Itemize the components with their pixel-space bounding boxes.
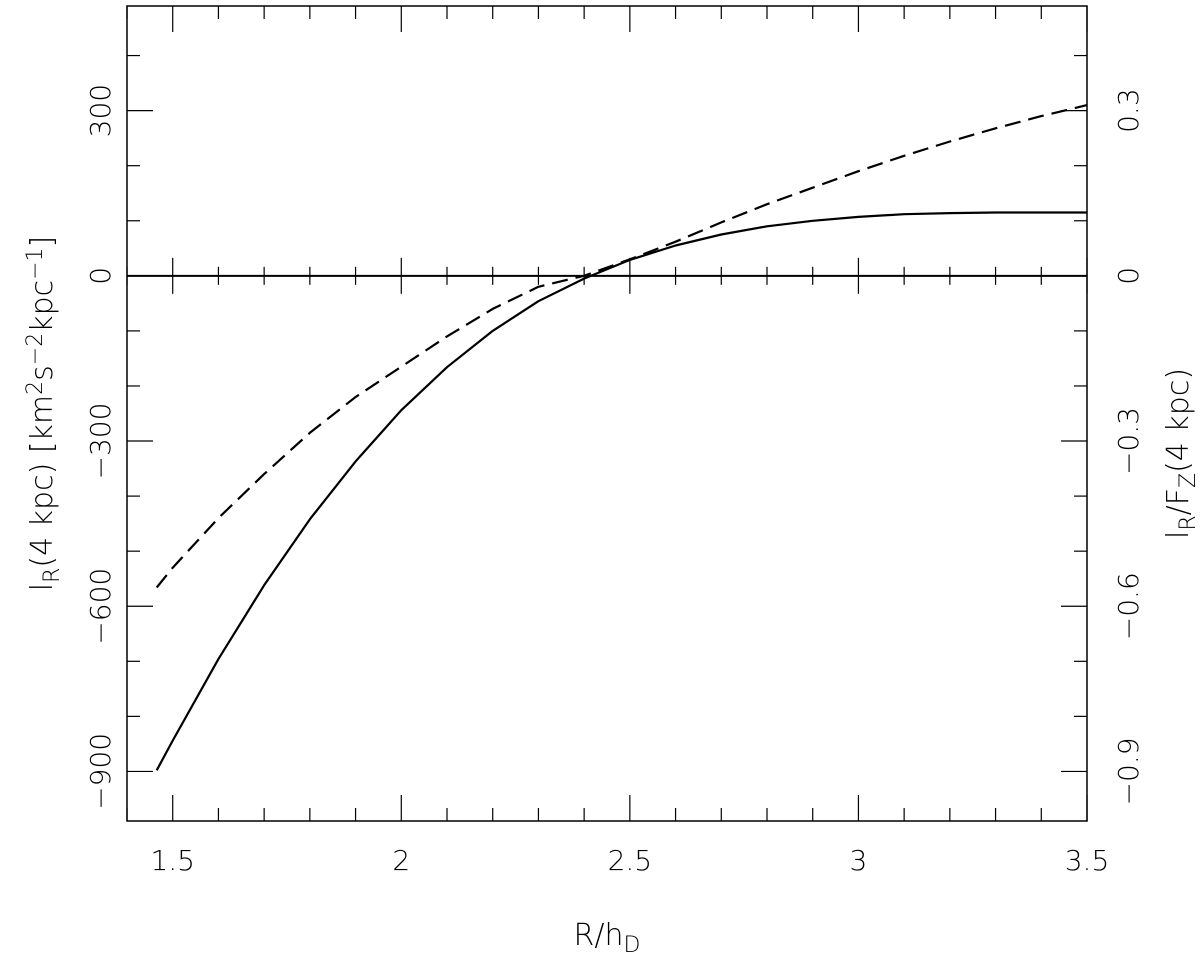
y-right-tick-label: −0.6 [1112, 572, 1145, 640]
series-line-dashed [155, 104, 1088, 589]
tick-labels-layer: 1.5 2 2.5 3 3.5 −900 −600 −300 0 300 −0.9 −0.6 −0.3 0… [84, 84, 1145, 877]
series-line-solid [155, 211, 1087, 771]
y-axis-left-label: lR(4 kpc) [km2s−2kpc−1] [23, 236, 64, 592]
y-right-tick-label: 0 [1112, 267, 1145, 285]
x-axis-label: R/hD [574, 918, 641, 958]
y-left-tick-label: −900 [84, 733, 117, 810]
y-axis-right-label: lR/FZ(4 kpc) [1161, 368, 1200, 539]
y-left-tick-label: −600 [84, 568, 117, 645]
y-left-tick-label: 0 [84, 267, 117, 285]
y-left-tick-label: 300 [84, 84, 117, 137]
y-right-tick-label: 0.3 [1112, 88, 1145, 133]
x-tick-label: 2 [392, 844, 410, 877]
x-tick-label: 3 [850, 844, 868, 877]
series-layer [155, 104, 1088, 771]
x-tick-label: 3.5 [1065, 844, 1110, 877]
y-right-tick-label: −0.3 [1112, 407, 1145, 475]
ticks-layer [126, 6, 1088, 821]
y-left-tick-label: −300 [84, 403, 117, 480]
x-tick-label: 2.5 [608, 844, 653, 877]
x-tick-label: 1.5 [150, 844, 195, 877]
zero-line-layer [126, 257, 1088, 294]
y-right-tick-label: −0.9 [1112, 737, 1145, 805]
plot-frame [126, 5, 1088, 822]
